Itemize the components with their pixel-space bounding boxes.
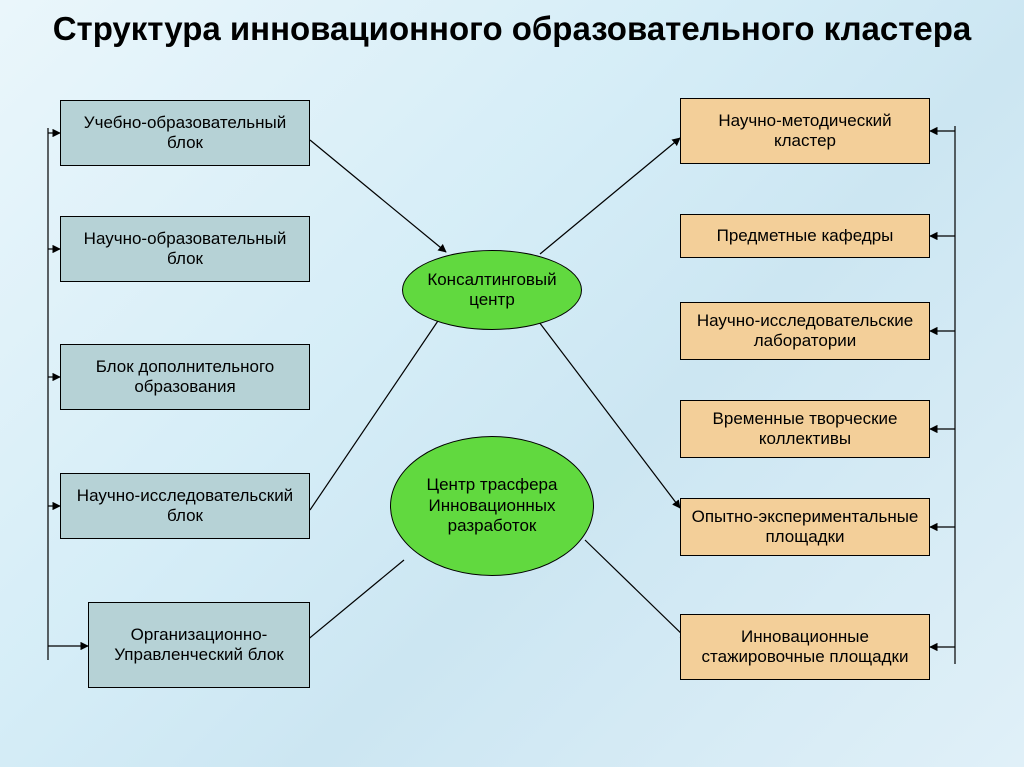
center-ellipse-2: Центр трасфера Инновационных разработок (390, 436, 594, 576)
right-box-3: Научно-исследовательские лаборатории (680, 302, 930, 360)
right-box-1: Научно-методический кластер (680, 98, 930, 164)
ellipse-label: Центр трасфера Инновационных разработок (397, 475, 587, 536)
left-box-label: Учебно-образовательный блок (67, 113, 303, 154)
left-box-2: Научно-образовательный блок (60, 216, 310, 282)
left-box-1: Учебно-образовательный блок (60, 100, 310, 166)
left-box-label: Организационно-Управленческий блок (95, 625, 303, 666)
right-box-5: Опытно-экспериментальные площадки (680, 498, 930, 556)
left-box-3: Блок дополнительного образования (60, 344, 310, 410)
right-box-label: Инновационные стажировочные площадки (687, 627, 923, 668)
left-box-5: Организационно-Управленческий блок (88, 602, 310, 688)
right-box-label: Научно-исследовательские лаборатории (687, 311, 923, 352)
right-box-label: Опытно-экспериментальные площадки (687, 507, 923, 548)
left-box-label: Блок дополнительного образования (67, 357, 303, 398)
right-box-4: Временные творческие коллективы (680, 400, 930, 458)
right-box-label: Предметные кафедры (717, 226, 894, 246)
left-box-4: Научно-исследовательский блок (60, 473, 310, 539)
right-box-label: Научно-методический кластер (687, 111, 923, 152)
right-box-label: Временные творческие коллективы (687, 409, 923, 450)
right-box-2: Предметные кафедры (680, 214, 930, 258)
right-box-6: Инновационные стажировочные площадки (680, 614, 930, 680)
center-ellipse-1: Консалтинговый центр (402, 250, 582, 330)
left-box-label: Научно-исследовательский блок (67, 486, 303, 527)
left-box-label: Научно-образовательный блок (67, 229, 303, 270)
page-title: Структура инновационного образовательног… (0, 10, 1024, 48)
ellipse-label: Консалтинговый центр (409, 270, 575, 311)
